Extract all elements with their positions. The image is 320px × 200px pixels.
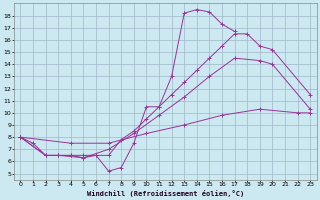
- X-axis label: Windchill (Refroidissement éolien,°C): Windchill (Refroidissement éolien,°C): [87, 190, 244, 197]
